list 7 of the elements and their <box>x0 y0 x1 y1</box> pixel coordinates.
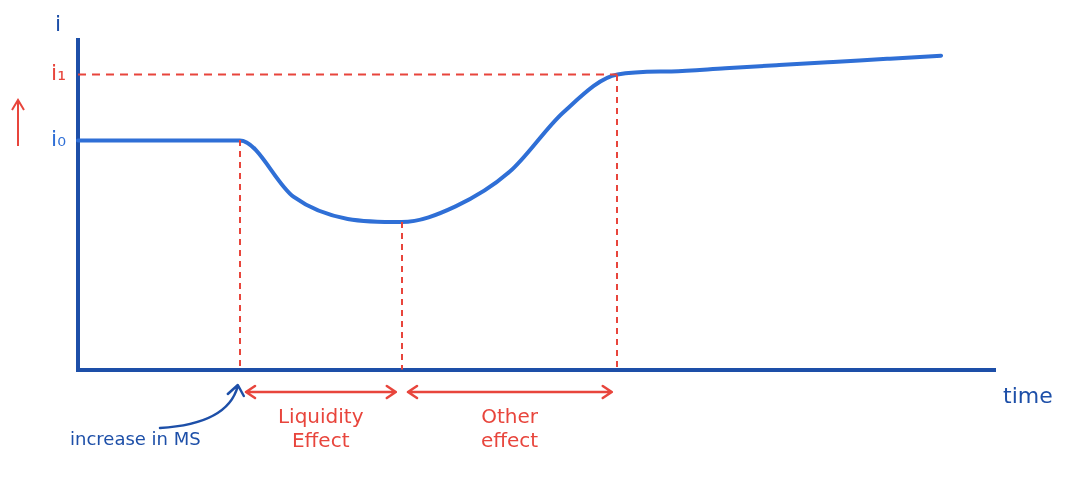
text: Other effect <box>480 403 539 452</box>
text: i₀ <box>51 126 67 152</box>
text: Liquidity Effect <box>277 403 364 452</box>
ref-line-label: i₁ <box>51 60 66 86</box>
y-axis-title: i <box>54 10 62 36</box>
x-axis-title: time <box>1003 383 1053 409</box>
text: increase in MS <box>70 428 201 450</box>
